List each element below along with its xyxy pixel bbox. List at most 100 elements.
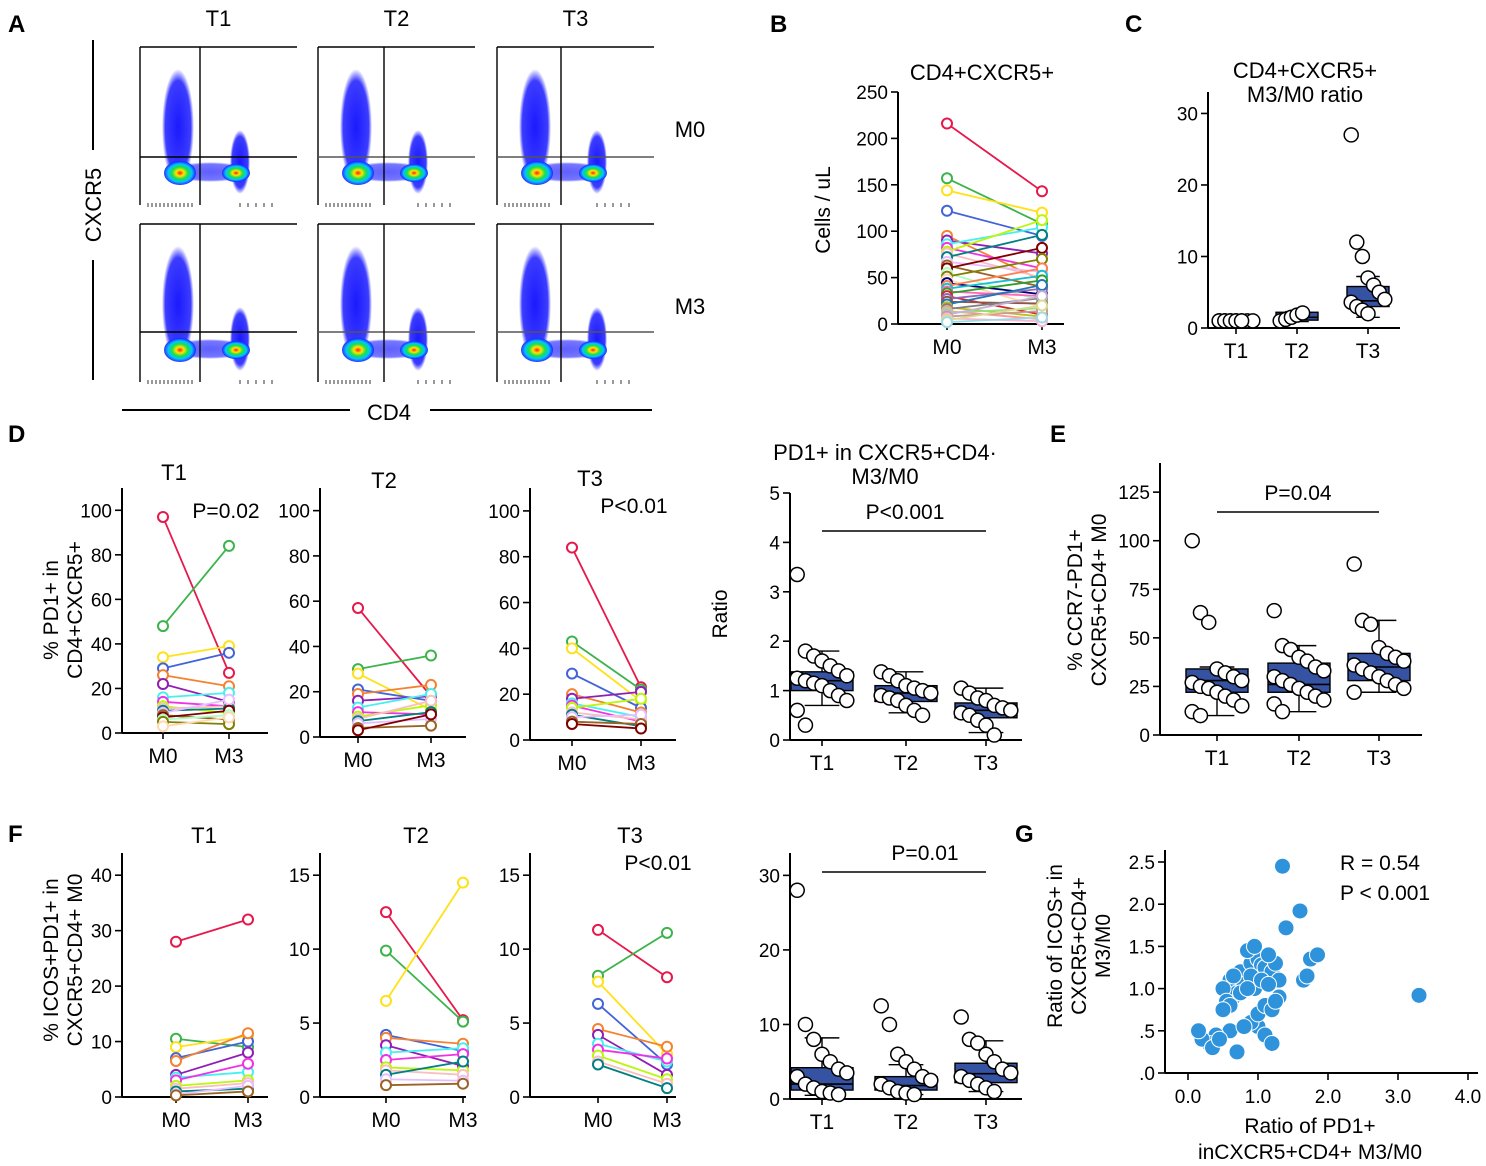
- data-point: [923, 685, 939, 701]
- pair-line: [597, 1060, 668, 1085]
- chart-d2: 0 20 40 60 80 100 M0 M3 T2: [278, 468, 466, 772]
- data-point: [457, 1055, 469, 1068]
- axis-label: % CCR7-PD1+: [1064, 529, 1087, 671]
- data-point: [941, 316, 953, 329]
- pair-line: [357, 699, 432, 720]
- data-point: [242, 1027, 254, 1040]
- data-point: [914, 707, 931, 724]
- chart-f3: 0 5 10 15 M0 M3 T3 P<0.01: [499, 823, 692, 1132]
- density-hotspot: [342, 161, 374, 185]
- data-point: [1260, 946, 1277, 964]
- y-tick-label: 30: [759, 866, 780, 887]
- data-point: [1267, 992, 1284, 1010]
- data-point: [906, 1086, 923, 1103]
- pair-line: [385, 882, 464, 1002]
- panel-label-g: G: [1015, 821, 1034, 848]
- data-point: [1396, 680, 1412, 697]
- data-point: [1410, 986, 1428, 1004]
- y-tick-label: 60: [289, 592, 310, 613]
- y-tick-label: 1.5: [1129, 937, 1155, 958]
- pair-line: [946, 279, 1043, 295]
- flow-plot: [317, 223, 475, 384]
- data-point: [839, 668, 855, 684]
- chart-title: T1: [191, 823, 217, 848]
- data-point: [1266, 602, 1282, 619]
- pair-line: [946, 306, 1043, 318]
- data-point: [1214, 1001, 1232, 1019]
- data-point: [170, 1041, 182, 1054]
- y-tick-label: 20: [91, 977, 112, 998]
- y-tick-label: 10: [91, 1033, 112, 1054]
- x-tick-label: M3: [233, 1109, 262, 1132]
- y-tick-label: 3: [769, 583, 780, 604]
- data-point: [1277, 919, 1295, 937]
- chart-title: T2: [403, 823, 429, 848]
- y-tick-label: 40: [91, 635, 112, 656]
- pair-line: [175, 1085, 249, 1096]
- data-point: [242, 913, 254, 926]
- density-hotspot: [222, 164, 250, 182]
- data-point: [1396, 653, 1412, 669]
- pair-line: [385, 1036, 464, 1045]
- p-value: P=0.02: [192, 500, 259, 523]
- flow-plot: [496, 46, 654, 207]
- data-point: [881, 1016, 898, 1033]
- data-point: [986, 727, 1003, 743]
- chart-d4: 0 1 2 3 4 5 T1 T2 T3 PD1+ in CXCR5+CD4·M3/M0 P<0.0…: [709, 440, 1022, 775]
- pair-line: [946, 189, 1043, 214]
- data-point: [805, 1031, 822, 1048]
- pair-line: [162, 698, 230, 714]
- pair-line: [175, 1079, 249, 1087]
- axis-label: CXCR5+CD4+ M0: [64, 874, 87, 1047]
- pair-line: [175, 1071, 249, 1079]
- x-tick-label: M3: [214, 745, 243, 768]
- pair-line: [357, 688, 432, 702]
- y-tick-label: 40: [499, 639, 520, 660]
- y-tick-label: 0: [877, 315, 888, 336]
- cell-cloud: [230, 307, 250, 371]
- chart-e: 0 25 50 75 100 125 T1 T2 T3 P=0.04 % CCR7-PD1+ CXCR…: [1064, 463, 1422, 770]
- pair-line: [946, 234, 1043, 259]
- data-point: [1349, 234, 1365, 250]
- data-point: [380, 994, 392, 1007]
- x-tick-label: T2: [1285, 340, 1310, 363]
- y-axis-label: CXCR5+CD4+: [1068, 877, 1091, 1015]
- p-value: P<0.01: [600, 495, 667, 518]
- data-point: [1235, 1018, 1253, 1036]
- data-point: [1228, 1043, 1246, 1061]
- pair-line: [175, 1062, 249, 1082]
- column-label: T3: [563, 6, 589, 31]
- p-value: P<0.01: [624, 852, 691, 875]
- data-point: [1190, 1022, 1207, 1040]
- y-tick-label: 80: [289, 547, 310, 568]
- pair-line: [385, 1082, 464, 1087]
- y-tick-label: 200: [856, 129, 888, 150]
- y-tick-label: 0: [1139, 726, 1150, 747]
- data-point: [425, 708, 437, 721]
- density-hotspot: [164, 338, 196, 362]
- pair-line: [597, 1063, 668, 1089]
- x-tick-label: 4.0: [1455, 1087, 1481, 1108]
- data-point: [1200, 614, 1217, 631]
- y-tick-label: 15: [289, 866, 310, 887]
- data-point: [157, 720, 169, 733]
- pair-line: [946, 295, 1043, 316]
- pair-line: [162, 709, 230, 719]
- chart-title: M3/M0 ratio: [1247, 82, 1363, 107]
- data-point: [223, 646, 235, 659]
- pair-line: [162, 516, 230, 674]
- chart-title: PD1+ in CXCR5+CD4·: [773, 440, 997, 465]
- data-point: [352, 601, 364, 614]
- pair-line: [946, 209, 1043, 237]
- data-point: [1036, 299, 1048, 312]
- y-tick-label: 100: [488, 502, 520, 523]
- pair-line: [357, 713, 432, 732]
- data-point: [1036, 214, 1048, 227]
- y-tick-label: 10: [289, 940, 310, 961]
- data-point: [592, 997, 604, 1010]
- y-tick-label: 30: [91, 922, 112, 943]
- cell-cloud: [519, 69, 551, 185]
- data-point: [789, 566, 805, 583]
- pair-line: [385, 1078, 464, 1082]
- y-tick-label: 5: [299, 1014, 310, 1035]
